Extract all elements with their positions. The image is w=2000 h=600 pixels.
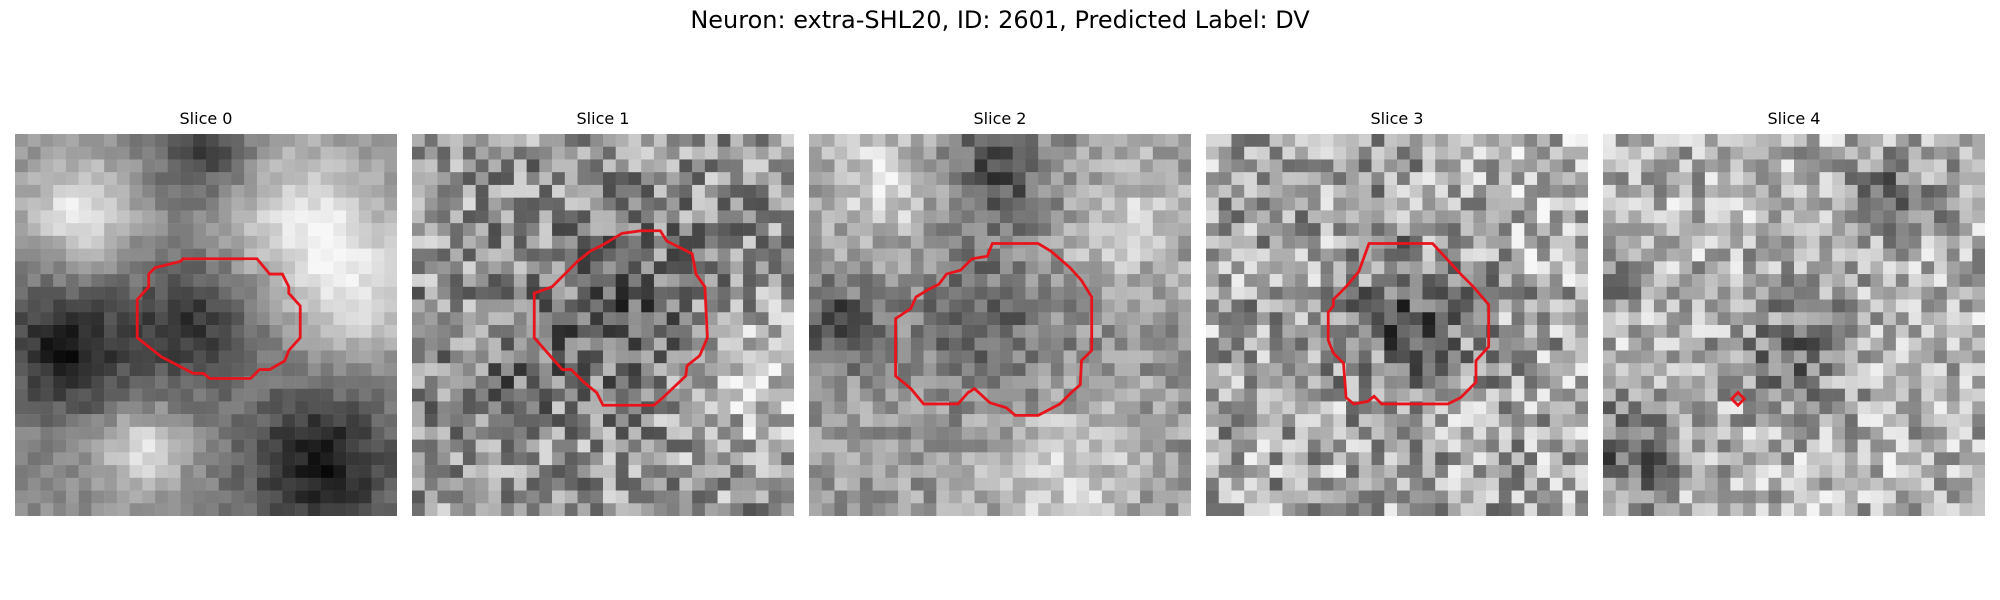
figure-title: Neuron: extra-SHL20, ID: 2601, Predicted… (690, 6, 1310, 34)
slice-panel-1: Slice 1 (412, 0, 794, 600)
slice-title: Slice 1 (576, 109, 630, 128)
roi-contour (135, 257, 302, 380)
slice-title: Slice 2 (973, 109, 1027, 128)
slice-image-2 (809, 134, 1191, 516)
slice-image-3 (1206, 134, 1588, 516)
slice-title: Slice 3 (1370, 109, 1424, 128)
slice-panel-4: Slice 4 (1603, 0, 1985, 600)
roi-contour (1729, 390, 1747, 408)
slice-image-1 (412, 134, 794, 516)
roi-contour (1326, 242, 1491, 406)
slice-title: Slice 4 (1767, 109, 1821, 128)
slice-title: Slice 0 (179, 109, 233, 128)
slice-image-4 (1603, 134, 1985, 516)
roi-contour (532, 229, 709, 407)
slice-panel-2: Slice 2 (809, 0, 1191, 600)
slice-image-0 (15, 134, 397, 516)
roi-contour (894, 242, 1094, 417)
slice-panel-0: Slice 0 (15, 0, 397, 600)
slice-panel-3: Slice 3 (1206, 0, 1588, 600)
